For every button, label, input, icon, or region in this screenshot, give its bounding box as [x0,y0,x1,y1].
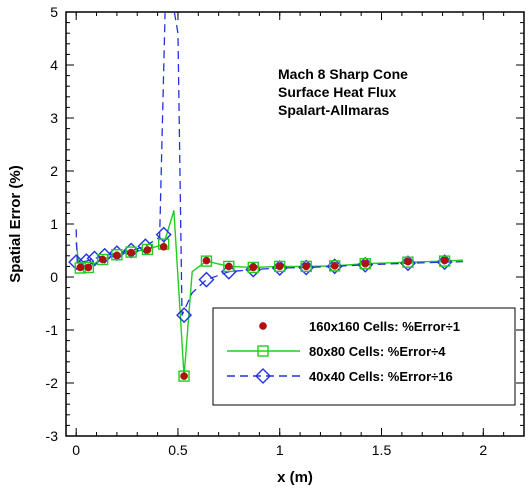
y-tick-label: -3 [46,428,59,444]
data-point-0 [440,256,449,265]
data-point-0 [249,263,258,272]
y-tick-label: -2 [46,375,59,391]
data-point-0 [302,262,311,271]
y-axis-label: Spatial Error (%) [7,165,24,283]
x-axis: 0 0.5 1 1.5 2 [72,12,505,458]
data-point-1 [178,370,190,382]
x-tick-label: 2 [479,442,487,458]
data-point-0 [127,248,135,257]
data-point-1 [141,243,154,256]
legend-label-40: 40x40 Cells: %Error÷16 [309,369,453,384]
y-tick-label: 4 [50,57,58,73]
data-point-0 [202,256,211,265]
data-point-0 [159,242,168,251]
legend-label-80: 80x80 Cells: %Error÷4 [309,344,446,359]
data-point-1 [328,260,341,272]
data-point-1 [125,246,137,258]
data-point-0 [404,257,412,266]
y-tick-label: 3 [50,110,58,126]
x-tick-label: 0.5 [168,442,188,458]
data-point-2 [176,307,193,324]
annotation-line-1: Mach 8 Sharp Cone [278,66,408,82]
y-tick-label: 0 [50,269,58,285]
data-point-0 [275,262,284,271]
annotation-line-2: Surface Heat Flux [278,84,396,100]
data-point-0 [76,263,85,272]
x-tick-label: 1 [276,442,284,458]
legend-label-160: 160x160 Cells: %Error÷1 [309,319,460,334]
data-point-1 [247,261,259,274]
data-point-1 [274,260,286,273]
annotation-line-3: Spalart-Allmaras [278,102,389,118]
legend: 160x160 Cells: %Error÷1 80x80 Cells: %Er… [212,307,516,406]
data-point-2 [86,250,103,267]
data-point-1 [223,260,235,273]
y-axis: -3 -2 -1 0 1 2 3 4 5 [46,4,524,444]
data-point-0 [224,262,233,271]
data-point-0 [361,259,370,268]
data-point-0 [143,246,152,254]
series-layer [68,12,463,382]
x-axis-label: x (m) [277,469,313,486]
legend-marker-1 [257,345,269,357]
data-point-2 [198,271,215,288]
x-tick-label: 1.5 [372,442,392,458]
y-tick-label: 1 [50,216,58,232]
data-point-2 [155,226,172,243]
data-point-0 [84,263,93,272]
data-point-0 [113,251,121,260]
legend-marker-2 [255,368,271,384]
data-point-1 [111,249,123,261]
legend-swatches [227,322,300,384]
data-point-0 [330,262,339,270]
y-tick-label: -1 [46,322,59,338]
data-point-1 [200,255,213,267]
data-point-1 [438,255,451,267]
x-tick-label: 0 [72,442,80,458]
data-point-0 [98,255,107,264]
y-tick-label: 5 [50,4,58,20]
data-point-1 [300,260,312,273]
data-point-1 [359,258,371,270]
legend-marker-0 [259,322,267,330]
data-point-1 [402,256,414,268]
data-point-0 [180,372,188,380]
data-point-1 [96,253,109,266]
y-tick-label: 2 [50,163,58,179]
